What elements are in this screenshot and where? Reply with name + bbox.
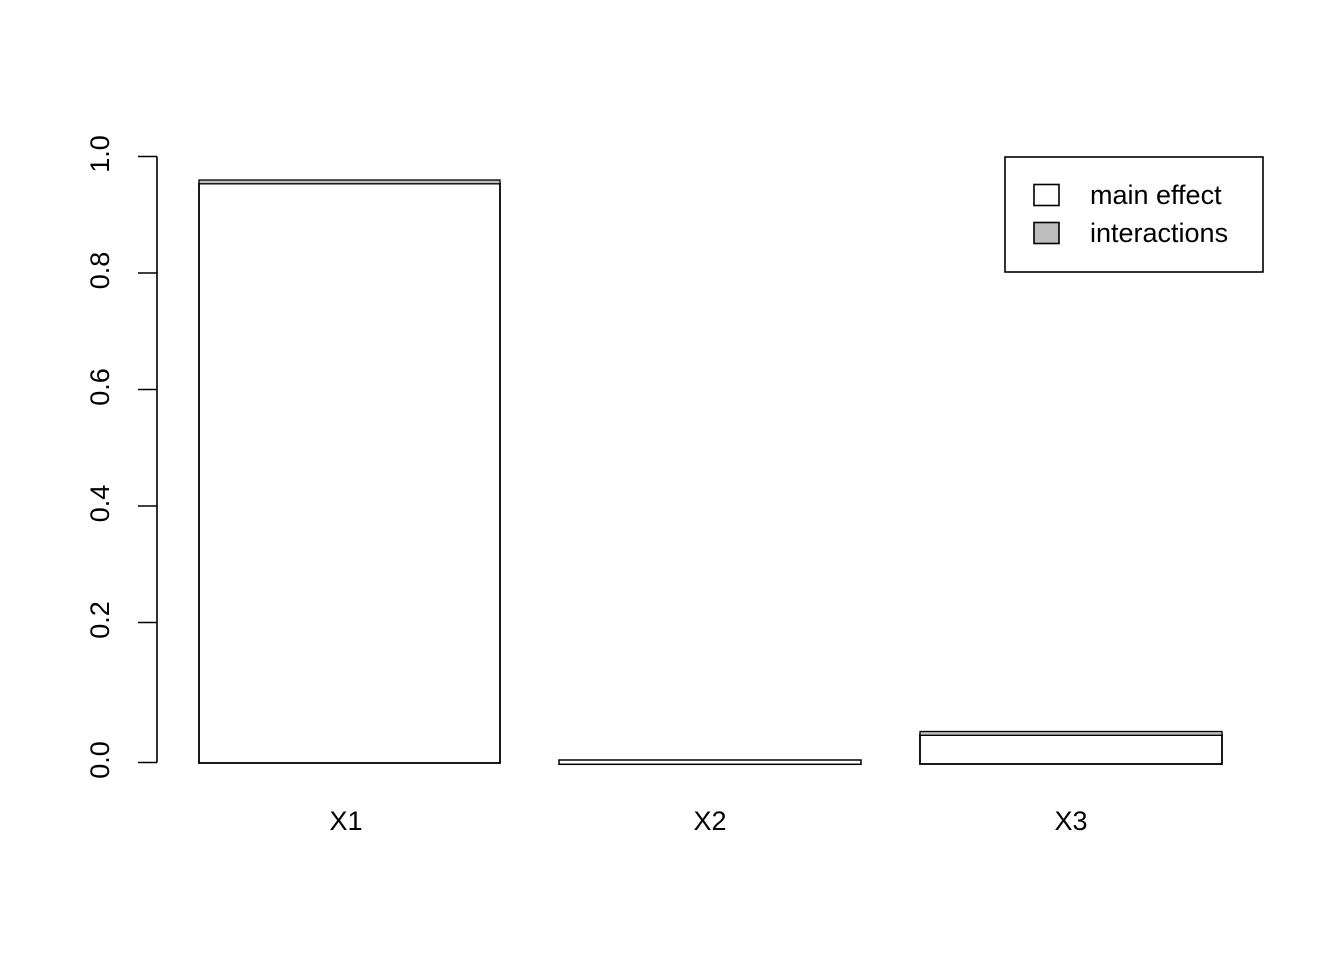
svg-text:1.0: 1.0 [85,135,115,173]
svg-text:0.6: 0.6 [85,368,115,406]
svg-text:X1: X1 [329,806,362,836]
svg-text:0.0: 0.0 [85,741,115,779]
svg-text:0.4: 0.4 [85,485,115,523]
svg-text:0.2: 0.2 [85,601,115,639]
svg-text:interactions: interactions [1090,218,1228,248]
svg-text:X3: X3 [1054,806,1087,836]
svg-text:X2: X2 [693,806,726,836]
svg-text:main effect: main effect [1090,180,1222,210]
svg-text:0.8: 0.8 [85,252,115,290]
